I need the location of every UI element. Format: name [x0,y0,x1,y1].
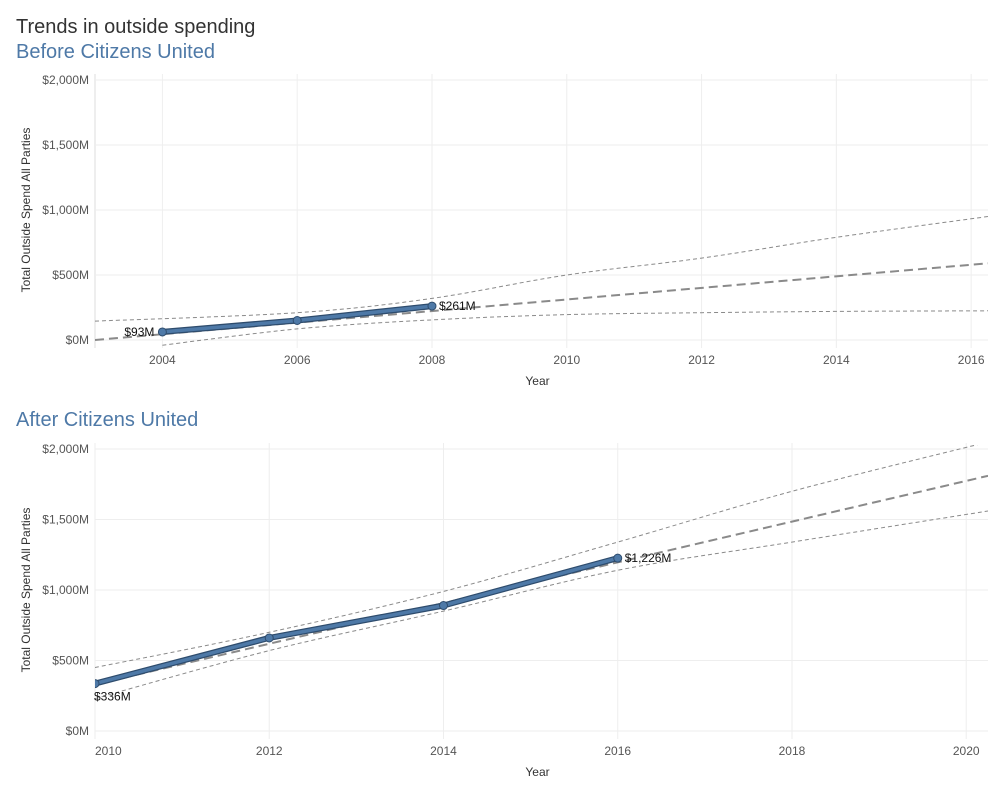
y-tick-label: $0M [66,724,89,738]
data-point [438,601,448,611]
trend-upper-band [95,216,988,322]
x-tick-label: 2004 [149,353,176,367]
x-tick-label: 2010 [553,353,580,367]
plot-area [95,445,988,700]
data-label: $1,226M [625,551,672,565]
x-tick-label: 2020 [953,744,980,758]
x-axis-label: Year [525,374,549,388]
chart-title-before: Before Citizens United [16,41,215,63]
x-tick-label: 2014 [430,744,457,758]
x-tick-label: 2006 [284,353,311,367]
y-tick-label: $500M [52,654,89,668]
y-tick-label: $1,500M [42,513,89,527]
trend-line [95,262,988,341]
y-tick-label: $2,000M [42,442,89,456]
chart-before-citizens-united: $0M $500M $1,000M $1,500M $2,000M 2004 2006 200… [19,73,988,388]
chart-title-after: After Citizens United [16,409,199,431]
y-tick-label: $1,000M [42,203,89,217]
x-tick-label: 2008 [419,353,446,367]
trend-lower-band [95,510,988,700]
x-axis-label: Year [525,765,549,779]
x-tick-label: 2018 [779,744,806,758]
data-point [157,327,167,337]
x-tick-label: 2016 [604,744,631,758]
data-point [613,553,623,563]
series-line [95,556,620,686]
y-axis-label: Total Outside Spend All Parties [19,508,33,673]
data-label: $93M [124,325,154,339]
x-tick-label: 2014 [823,353,850,367]
y-tick-label: $1,000M [42,583,89,597]
x-tick-label: 2012 [688,353,715,367]
page-title: Trends in outside spending [16,16,256,38]
data-point [292,316,302,325]
data-label: $336M [94,690,131,704]
y-axis-label: Total Outside Spend All Parties [19,128,33,293]
data-point [95,679,100,689]
trend-line [95,474,988,686]
trend-upper-band [95,445,978,668]
data-point [264,633,274,643]
x-tick-label: 2010 [95,744,122,758]
y-tick-label: $0M [66,333,89,347]
data-point [427,301,437,311]
y-tick-label: $500M [52,268,89,282]
plot-area [95,216,988,346]
y-tick-label: $1,500M [42,138,89,152]
trend-lower-band [162,310,988,346]
y-tick-label: $2,000M [42,73,89,87]
data-label: $261M [439,299,476,313]
x-tick-label: 2012 [256,744,283,758]
x-tick-label: 2016 [958,353,985,367]
